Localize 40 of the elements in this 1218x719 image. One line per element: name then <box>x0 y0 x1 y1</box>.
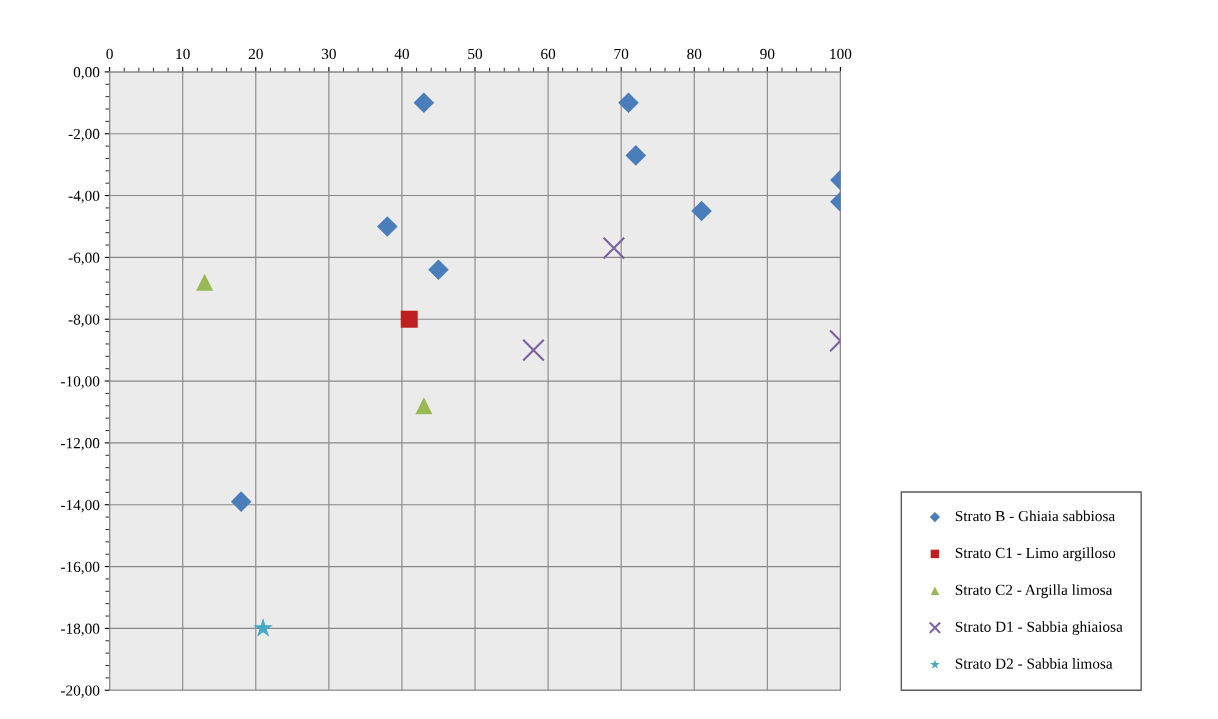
y-tick-label: -8,00 <box>68 314 100 327</box>
point <box>415 397 433 415</box>
point <box>253 618 273 637</box>
x-tick-label: 20 <box>248 48 263 60</box>
x-tick-label: 70 <box>614 48 629 60</box>
x-tick-label: 10 <box>176 48 190 60</box>
x-tick-label: 90 <box>760 48 775 60</box>
x-tick-label: 40 <box>394 48 409 60</box>
y-tick-label: -16,00 <box>61 561 100 575</box>
y-tick-label: -10,00 <box>61 376 100 389</box>
y-tick-label: -4,00 <box>68 190 100 204</box>
legend-label: Strato C1 - Limo argilloso <box>955 547 1116 562</box>
y-tick-label: -6,00 <box>68 252 100 266</box>
y-tick-label: -14,00 <box>61 499 100 513</box>
point <box>691 200 712 222</box>
point <box>522 338 545 362</box>
legend-label: Strato D2 - Sabbia limosa <box>955 658 1113 669</box>
y-tick-label: -2,00 <box>68 128 100 142</box>
y-tick-label: -12,00 <box>61 438 100 451</box>
x-tick-label: 0 <box>106 48 113 60</box>
point <box>377 216 398 237</box>
legend-label: Strato B - Ghiaia sabbiosa <box>955 510 1115 522</box>
x-tick-label: 80 <box>687 48 702 60</box>
y-tick-label: 0,00 <box>73 67 100 80</box>
x-tick-label: 100 <box>830 48 852 60</box>
x-tick-label: 60 <box>541 48 556 60</box>
point <box>428 259 449 281</box>
point <box>196 273 214 291</box>
y-tick-label: -20,00 <box>61 685 100 698</box>
x-tick-label: 50 <box>468 48 483 60</box>
point <box>230 491 252 512</box>
point <box>602 236 626 260</box>
point <box>400 310 418 328</box>
point <box>618 92 639 114</box>
x-tick-label: 30 <box>321 48 336 60</box>
legend-label: Strato D1 - Sabbia ghiaiosa <box>955 621 1123 636</box>
y-tick-label: -18,00 <box>61 623 100 637</box>
point <box>413 92 435 114</box>
point <box>625 145 647 166</box>
legend-label: Strato C2 - Argilla limosa <box>955 584 1113 599</box>
